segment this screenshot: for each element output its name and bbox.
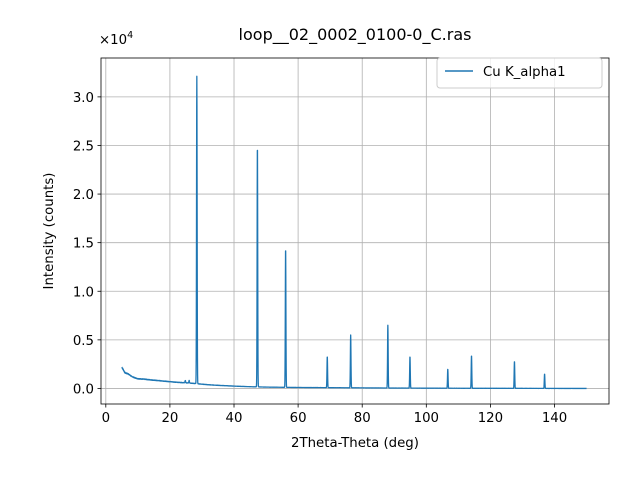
- legend-label-cu-k-alpha1: Cu K_alpha1: [483, 65, 566, 80]
- chart-title: loop__02_0002_0100-0_C.ras: [239, 25, 472, 45]
- x-tick-label: 40: [226, 411, 243, 426]
- y-tick-label: 1.5: [73, 237, 94, 252]
- x-tick-label: 140: [542, 411, 567, 426]
- y-multiplier-exponent: 4: [127, 30, 133, 41]
- x-tick-label: 120: [478, 411, 503, 426]
- x-tick-label: 20: [161, 411, 178, 426]
- y-tick-label: 3.0: [73, 91, 94, 106]
- x-tick-label: 60: [290, 411, 307, 426]
- y-axis-title: Intensity (counts): [42, 173, 57, 290]
- x-axis-title: 2Theta-Theta (deg): [291, 436, 419, 451]
- y-tick-label: 2.5: [73, 139, 94, 154]
- y-tick-label: 2.0: [73, 188, 94, 203]
- y-tick-label: 0.0: [73, 382, 94, 397]
- x-tick-label: 80: [354, 411, 371, 426]
- y-multiplier-base: ×10: [99, 33, 127, 48]
- y-tick-label: 0.5: [73, 334, 94, 349]
- x-tick-label: 100: [414, 411, 439, 426]
- x-tick-label: 0: [102, 411, 110, 426]
- y-tick-label: 1.0: [73, 285, 94, 300]
- legend: Cu K_alpha1: [437, 58, 602, 88]
